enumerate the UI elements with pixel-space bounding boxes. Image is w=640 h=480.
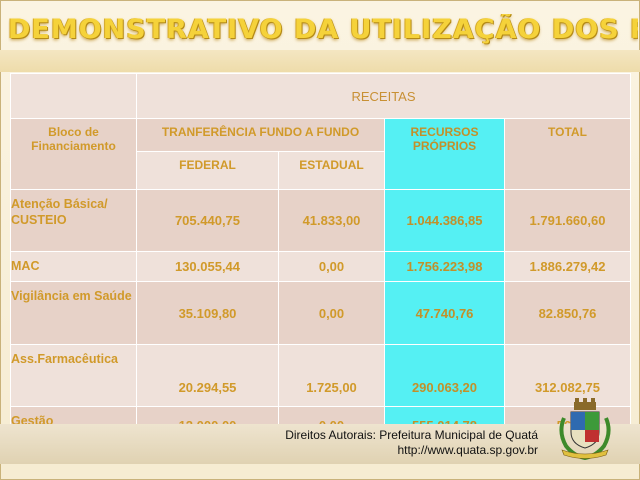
estadual-value: 0,00 (278, 281, 385, 345)
table-row: Vigilância em Saúde 35.109,80 0,00 47.74… (10, 281, 631, 345)
corner-cell (10, 73, 137, 119)
row-label: MAC (10, 251, 137, 282)
total-value: 1.886.279,42 (504, 251, 631, 282)
municipal-coat-of-arms-icon (559, 398, 611, 460)
resources-table: RECEITAS Bloco de Financiamento TRANFERÊ… (10, 73, 631, 437)
proprios-value: 1.044.386,85 (384, 189, 505, 252)
total-header: TOTAL (504, 118, 631, 190)
website-link[interactable]: http://www.quata.sp.gov.br (397, 443, 538, 457)
total-value: 1.791.660,60 (504, 189, 631, 252)
proprios-value: 47.740,76 (384, 281, 505, 345)
bloco-header: Bloco de Financiamento (10, 118, 137, 190)
recursos-proprios-header: RECURSOS PRÓPRIOS (384, 118, 505, 190)
row-label: Vigilância em Saúde (10, 281, 137, 345)
table-row: MAC 130.055,44 0,00 1.756.223,98 1.886.2… (10, 251, 631, 282)
total-value: 312.082,75 (504, 344, 631, 407)
estadual-value: 1.725,00 (278, 344, 385, 407)
federal-header: FEDERAL (136, 151, 279, 190)
estadual-header: ESTADUAL (278, 151, 385, 190)
receitas-header: RECEITAS (136, 73, 631, 119)
federal-value: 705.440,75 (136, 189, 279, 252)
table-row: Ass.Farmacêutica 20.294,55 1.725,00 290.… (10, 344, 631, 407)
footer-band (0, 424, 640, 464)
federal-value: 130.055,44 (136, 251, 279, 282)
federal-value: 20.294,55 (136, 344, 279, 407)
title-band (0, 50, 640, 72)
row-label: Ass.Farmacêutica (10, 344, 137, 407)
copyright-text: Direitos Autorais: Prefeitura Municipal … (285, 428, 538, 442)
transferencia-header: TRANFERÊNCIA FUNDO A FUNDO (136, 118, 385, 152)
proprios-value: 1.756.223,98 (384, 251, 505, 282)
estadual-value: 0,00 (278, 251, 385, 282)
table-row: Atenção Básica/ CUSTEIO 705.440,75 41.83… (10, 189, 631, 252)
proprios-value: 290.063,20 (384, 344, 505, 407)
estadual-value: 41.833,00 (278, 189, 385, 252)
slide-title: DEMONSTRATIVO DA UTILIZAÇÃO DOS RECURSOS (8, 14, 638, 45)
total-value: 82.850,76 (504, 281, 631, 345)
federal-value: 35.109,80 (136, 281, 279, 345)
row-label: Atenção Básica/ CUSTEIO (10, 189, 137, 252)
